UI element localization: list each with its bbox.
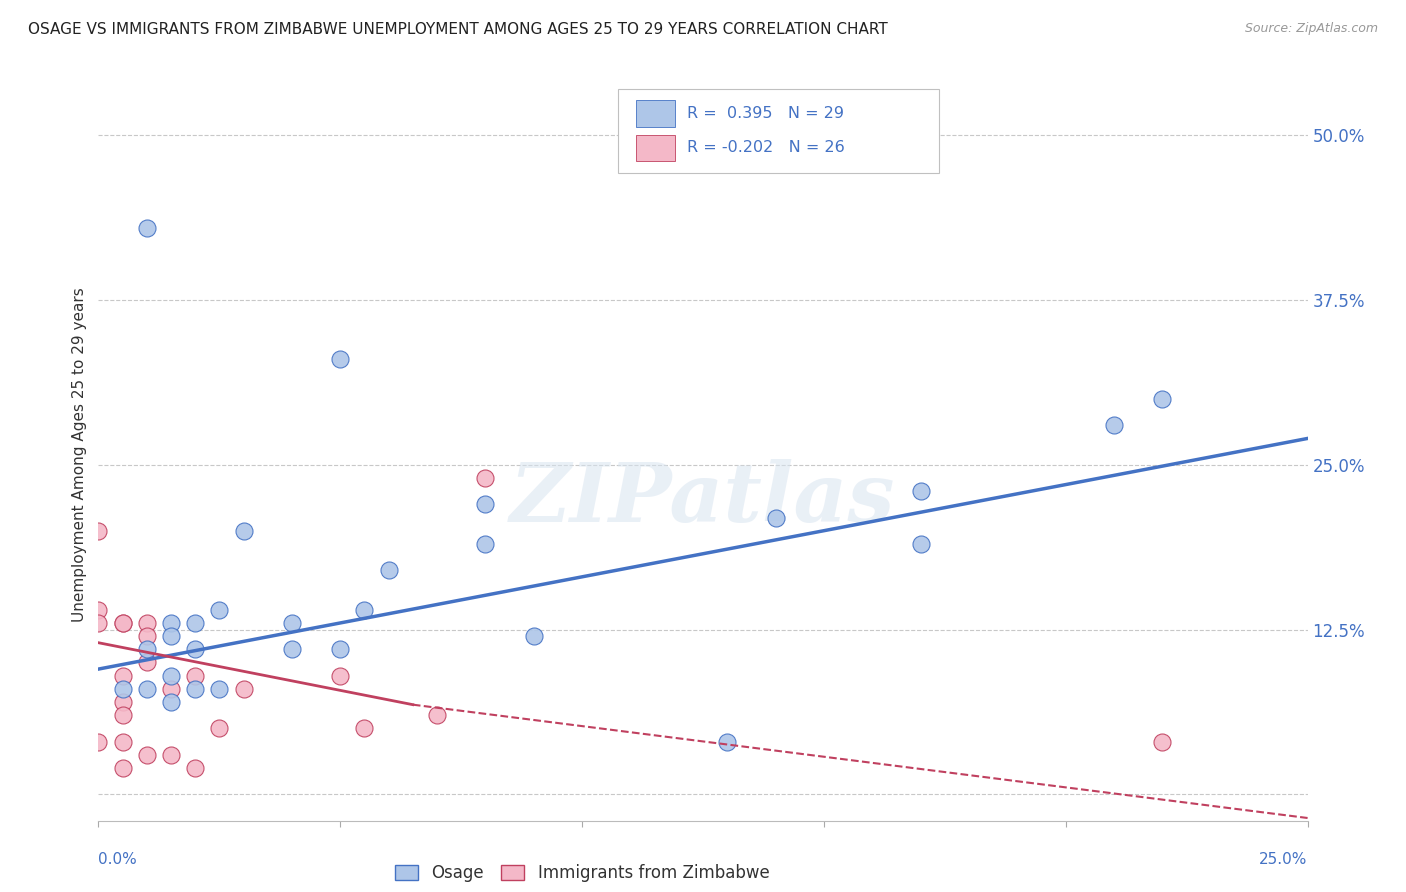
Text: 25.0%: 25.0% <box>1260 852 1308 867</box>
Point <box>208 603 231 617</box>
Point <box>474 471 496 485</box>
Text: R =  0.395   N = 29: R = 0.395 N = 29 <box>688 106 844 120</box>
Point <box>160 629 183 643</box>
Point <box>160 668 183 682</box>
Point <box>135 615 157 630</box>
FancyBboxPatch shape <box>637 100 675 127</box>
Point <box>329 642 352 657</box>
Point <box>87 615 110 630</box>
Point <box>353 722 375 736</box>
Point <box>716 734 738 748</box>
Point <box>160 615 183 630</box>
Point <box>111 761 134 775</box>
Point <box>184 761 207 775</box>
Point <box>160 681 183 696</box>
FancyBboxPatch shape <box>619 89 939 173</box>
Point <box>184 642 207 657</box>
Text: OSAGE VS IMMIGRANTS FROM ZIMBABWE UNEMPLOYMENT AMONG AGES 25 TO 29 YEARS CORRELA: OSAGE VS IMMIGRANTS FROM ZIMBABWE UNEMPL… <box>28 22 887 37</box>
Point <box>1152 392 1174 406</box>
Y-axis label: Unemployment Among Ages 25 to 29 years: Unemployment Among Ages 25 to 29 years <box>72 287 87 623</box>
Point <box>111 681 134 696</box>
Point <box>232 524 254 538</box>
Point <box>135 220 157 235</box>
Point <box>765 510 787 524</box>
Point <box>184 668 207 682</box>
Point <box>135 681 157 696</box>
Text: Source: ZipAtlas.com: Source: ZipAtlas.com <box>1244 22 1378 36</box>
Point <box>87 734 110 748</box>
Point <box>111 695 134 709</box>
Point <box>135 747 157 762</box>
Point <box>111 615 134 630</box>
Point <box>208 722 231 736</box>
Point <box>135 642 157 657</box>
Point <box>111 708 134 723</box>
Point <box>281 642 304 657</box>
Point <box>353 603 375 617</box>
Point <box>208 681 231 696</box>
Point <box>474 537 496 551</box>
Point <box>232 681 254 696</box>
Point <box>87 524 110 538</box>
Point <box>377 563 399 577</box>
Text: R = -0.202   N = 26: R = -0.202 N = 26 <box>688 140 845 155</box>
Point <box>184 615 207 630</box>
Point <box>910 537 932 551</box>
Point <box>111 668 134 682</box>
Point <box>329 668 352 682</box>
Point <box>135 656 157 670</box>
Point <box>523 629 546 643</box>
Point <box>474 497 496 511</box>
Point <box>281 615 304 630</box>
Text: 0.0%: 0.0% <box>98 852 138 867</box>
Point <box>910 484 932 499</box>
Text: ZIPatlas: ZIPatlas <box>510 458 896 539</box>
Point <box>426 708 449 723</box>
Point <box>329 352 352 367</box>
Point <box>135 629 157 643</box>
Point <box>1102 418 1125 433</box>
Point <box>184 681 207 696</box>
Legend: Osage, Immigrants from Zimbabwe: Osage, Immigrants from Zimbabwe <box>395 863 769 882</box>
Point <box>160 747 183 762</box>
Point <box>111 615 134 630</box>
Point <box>87 603 110 617</box>
Point <box>111 734 134 748</box>
FancyBboxPatch shape <box>637 135 675 161</box>
Point <box>1152 734 1174 748</box>
Point <box>160 695 183 709</box>
